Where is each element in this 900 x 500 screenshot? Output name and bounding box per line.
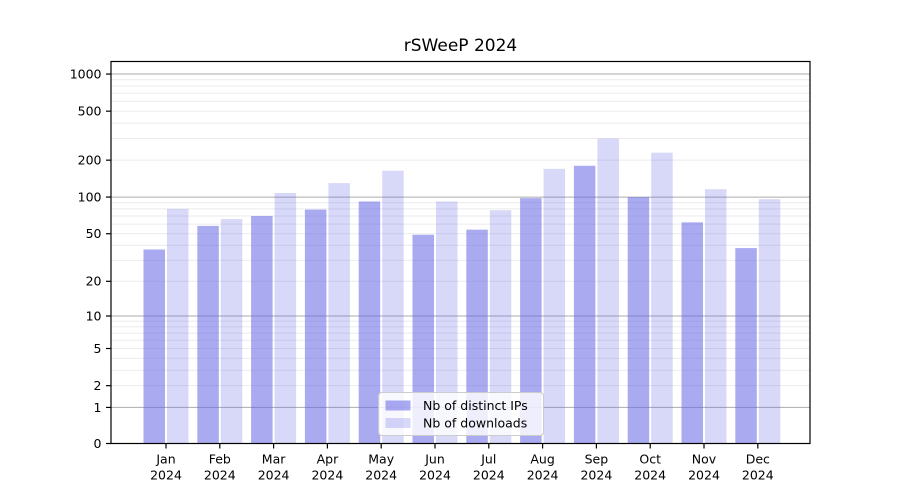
- bar-apr-ips: [304, 209, 327, 444]
- bar-jun-downloads: [436, 201, 458, 444]
- y-tick-label: 500: [78, 104, 102, 119]
- x-axis-ticks: Jan2024Feb2024Mar2024Apr2024May2024Jun20…: [150, 443, 774, 483]
- x-tick-label-year: 2024: [527, 468, 559, 483]
- y-tick-label: 200: [78, 153, 102, 168]
- bar-sep-ips: [573, 165, 596, 444]
- x-tick-label-month: Sep: [585, 452, 609, 467]
- bar-feb-ips: [197, 225, 219, 444]
- bar-nov-ips: [681, 222, 703, 444]
- legend-label-downloads: Nb of downloads: [423, 415, 527, 430]
- bar-jan-downloads: [167, 208, 189, 444]
- bar-mar-ips: [251, 215, 273, 444]
- bar-may-ips: [358, 201, 381, 444]
- x-tick-label-year: 2024: [204, 468, 236, 483]
- x-tick-label-month: Dec: [746, 452, 770, 467]
- bar-jul-downloads: [489, 210, 512, 444]
- bar-jun-ips: [412, 234, 434, 444]
- x-tick-label-month: Aug: [530, 452, 554, 467]
- x-tick-label-year: 2024: [742, 468, 774, 483]
- plot-border: [110, 60, 811, 445]
- x-tick-label-year: 2024: [258, 468, 290, 483]
- bar-dec-ips: [735, 248, 757, 444]
- x-tick-label-month: Jan: [155, 452, 175, 467]
- x-tick-label-year: 2024: [365, 468, 397, 483]
- y-tick-label: 5: [94, 341, 102, 356]
- x-tick-label-year: 2024: [634, 468, 666, 483]
- bar-may-downloads: [382, 170, 404, 444]
- y-tick-label: 0: [94, 436, 102, 451]
- x-tick-label-year: 2024: [419, 468, 451, 483]
- y-tick-label: 50: [86, 226, 102, 241]
- bar-dec-downloads: [758, 199, 781, 444]
- legend: Nb of distinct IPs Nb of downloads: [378, 392, 544, 436]
- x-tick-label-month: Nov: [692, 452, 717, 467]
- legend-swatch-distinct-ips: [385, 400, 411, 411]
- x-tick-label-year: 2024: [473, 468, 505, 483]
- bars: [143, 138, 781, 444]
- x-tick-label-month: Jul: [480, 452, 496, 467]
- y-tick-label: 1: [94, 400, 102, 415]
- x-tick-label-month: Feb: [209, 452, 231, 467]
- bar-jul-ips: [466, 229, 488, 444]
- y-tick-label: 1000: [70, 66, 102, 81]
- x-tick-label-month: Oct: [639, 452, 661, 467]
- y-tick-label: 10: [86, 308, 102, 323]
- chart-title: rSWeeP 2024: [404, 36, 517, 56]
- x-tick-label-month: Mar: [262, 452, 286, 467]
- legend-box: [378, 392, 544, 436]
- x-tick-label-year: 2024: [150, 468, 182, 483]
- bar-nov-downloads: [705, 189, 727, 444]
- x-tick-label-year: 2024: [580, 468, 612, 483]
- x-tick-label-month: May: [368, 452, 394, 467]
- bar-aug-ips: [520, 198, 542, 444]
- legend-label-distinct-ips: Nb of distinct IPs: [423, 398, 528, 413]
- y-tick-label: 20: [86, 274, 102, 289]
- y-tick-label: 100: [78, 189, 102, 204]
- bar-oct-downloads: [651, 152, 673, 444]
- bar-oct-ips: [627, 197, 650, 444]
- x-tick-label-year: 2024: [688, 468, 720, 483]
- bar-sep-downloads: [597, 138, 619, 444]
- y-axis-ticks: 0 1 2 5 10 20 50 100 200 500 1000: [70, 66, 111, 451]
- legend-swatch-downloads: [385, 418, 411, 428]
- bar-apr-downloads: [328, 183, 350, 444]
- x-tick-label-month: Jun: [424, 452, 445, 467]
- bar-aug-downloads: [543, 168, 566, 444]
- bar-mar-downloads: [274, 192, 297, 444]
- bar-jan-ips: [143, 249, 165, 444]
- x-tick-label-month: Apr: [317, 452, 339, 467]
- x-tick-label-year: 2024: [311, 468, 343, 483]
- bar-feb-downloads: [220, 219, 243, 444]
- y-tick-label: 2: [94, 378, 102, 393]
- minor-gridlines: [111, 79, 810, 387]
